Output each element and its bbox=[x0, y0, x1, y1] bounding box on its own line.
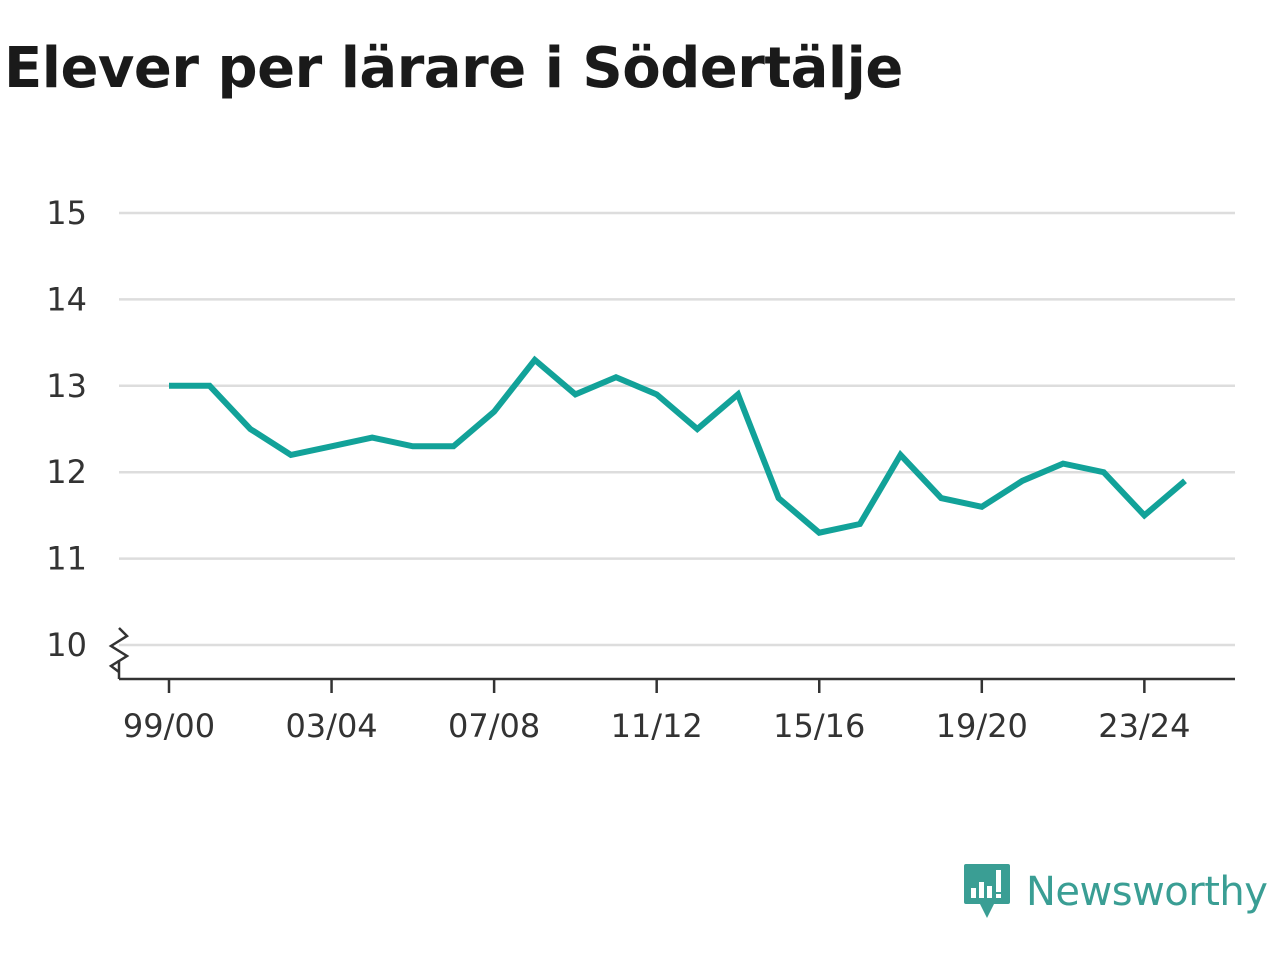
y-axis-ticks: 10 11 12 13 14 15 bbox=[46, 194, 87, 664]
y-tick-label: 15 bbox=[46, 194, 87, 232]
x-tick-label: 99/00 bbox=[123, 707, 215, 745]
y-tick-label: 10 bbox=[46, 626, 87, 664]
x-tick-label: 15/16 bbox=[773, 707, 865, 745]
x-tick-label: 03/04 bbox=[285, 707, 377, 745]
series-layer bbox=[169, 355, 1187, 536]
x-tick-label: 07/08 bbox=[448, 707, 540, 745]
x-tick-label: 11/12 bbox=[611, 707, 703, 745]
brand-name: Newsworthy bbox=[1026, 869, 1268, 915]
newsworthy-logo-icon bbox=[964, 864, 1010, 918]
series-line bbox=[169, 355, 1187, 536]
x-tick-label: 19/20 bbox=[936, 707, 1028, 745]
x-tick-label: 23/24 bbox=[1098, 707, 1190, 745]
x-axis bbox=[108, 627, 1235, 681]
x-axis-ticks: 99/00 03/04 07/08 11/12 15/16 19/20 23/24 bbox=[123, 679, 1190, 745]
axis-break-icon bbox=[108, 627, 130, 673]
y-tick-label: 14 bbox=[46, 280, 87, 318]
y-tick-label: 11 bbox=[46, 540, 87, 578]
grid-lines bbox=[119, 211, 1235, 647]
chart-title: Elever per lärare i Södertälje bbox=[4, 36, 903, 101]
y-tick-label: 12 bbox=[46, 453, 87, 491]
brand: Newsworthy bbox=[962, 862, 1268, 922]
y-tick-label: 13 bbox=[46, 367, 87, 405]
